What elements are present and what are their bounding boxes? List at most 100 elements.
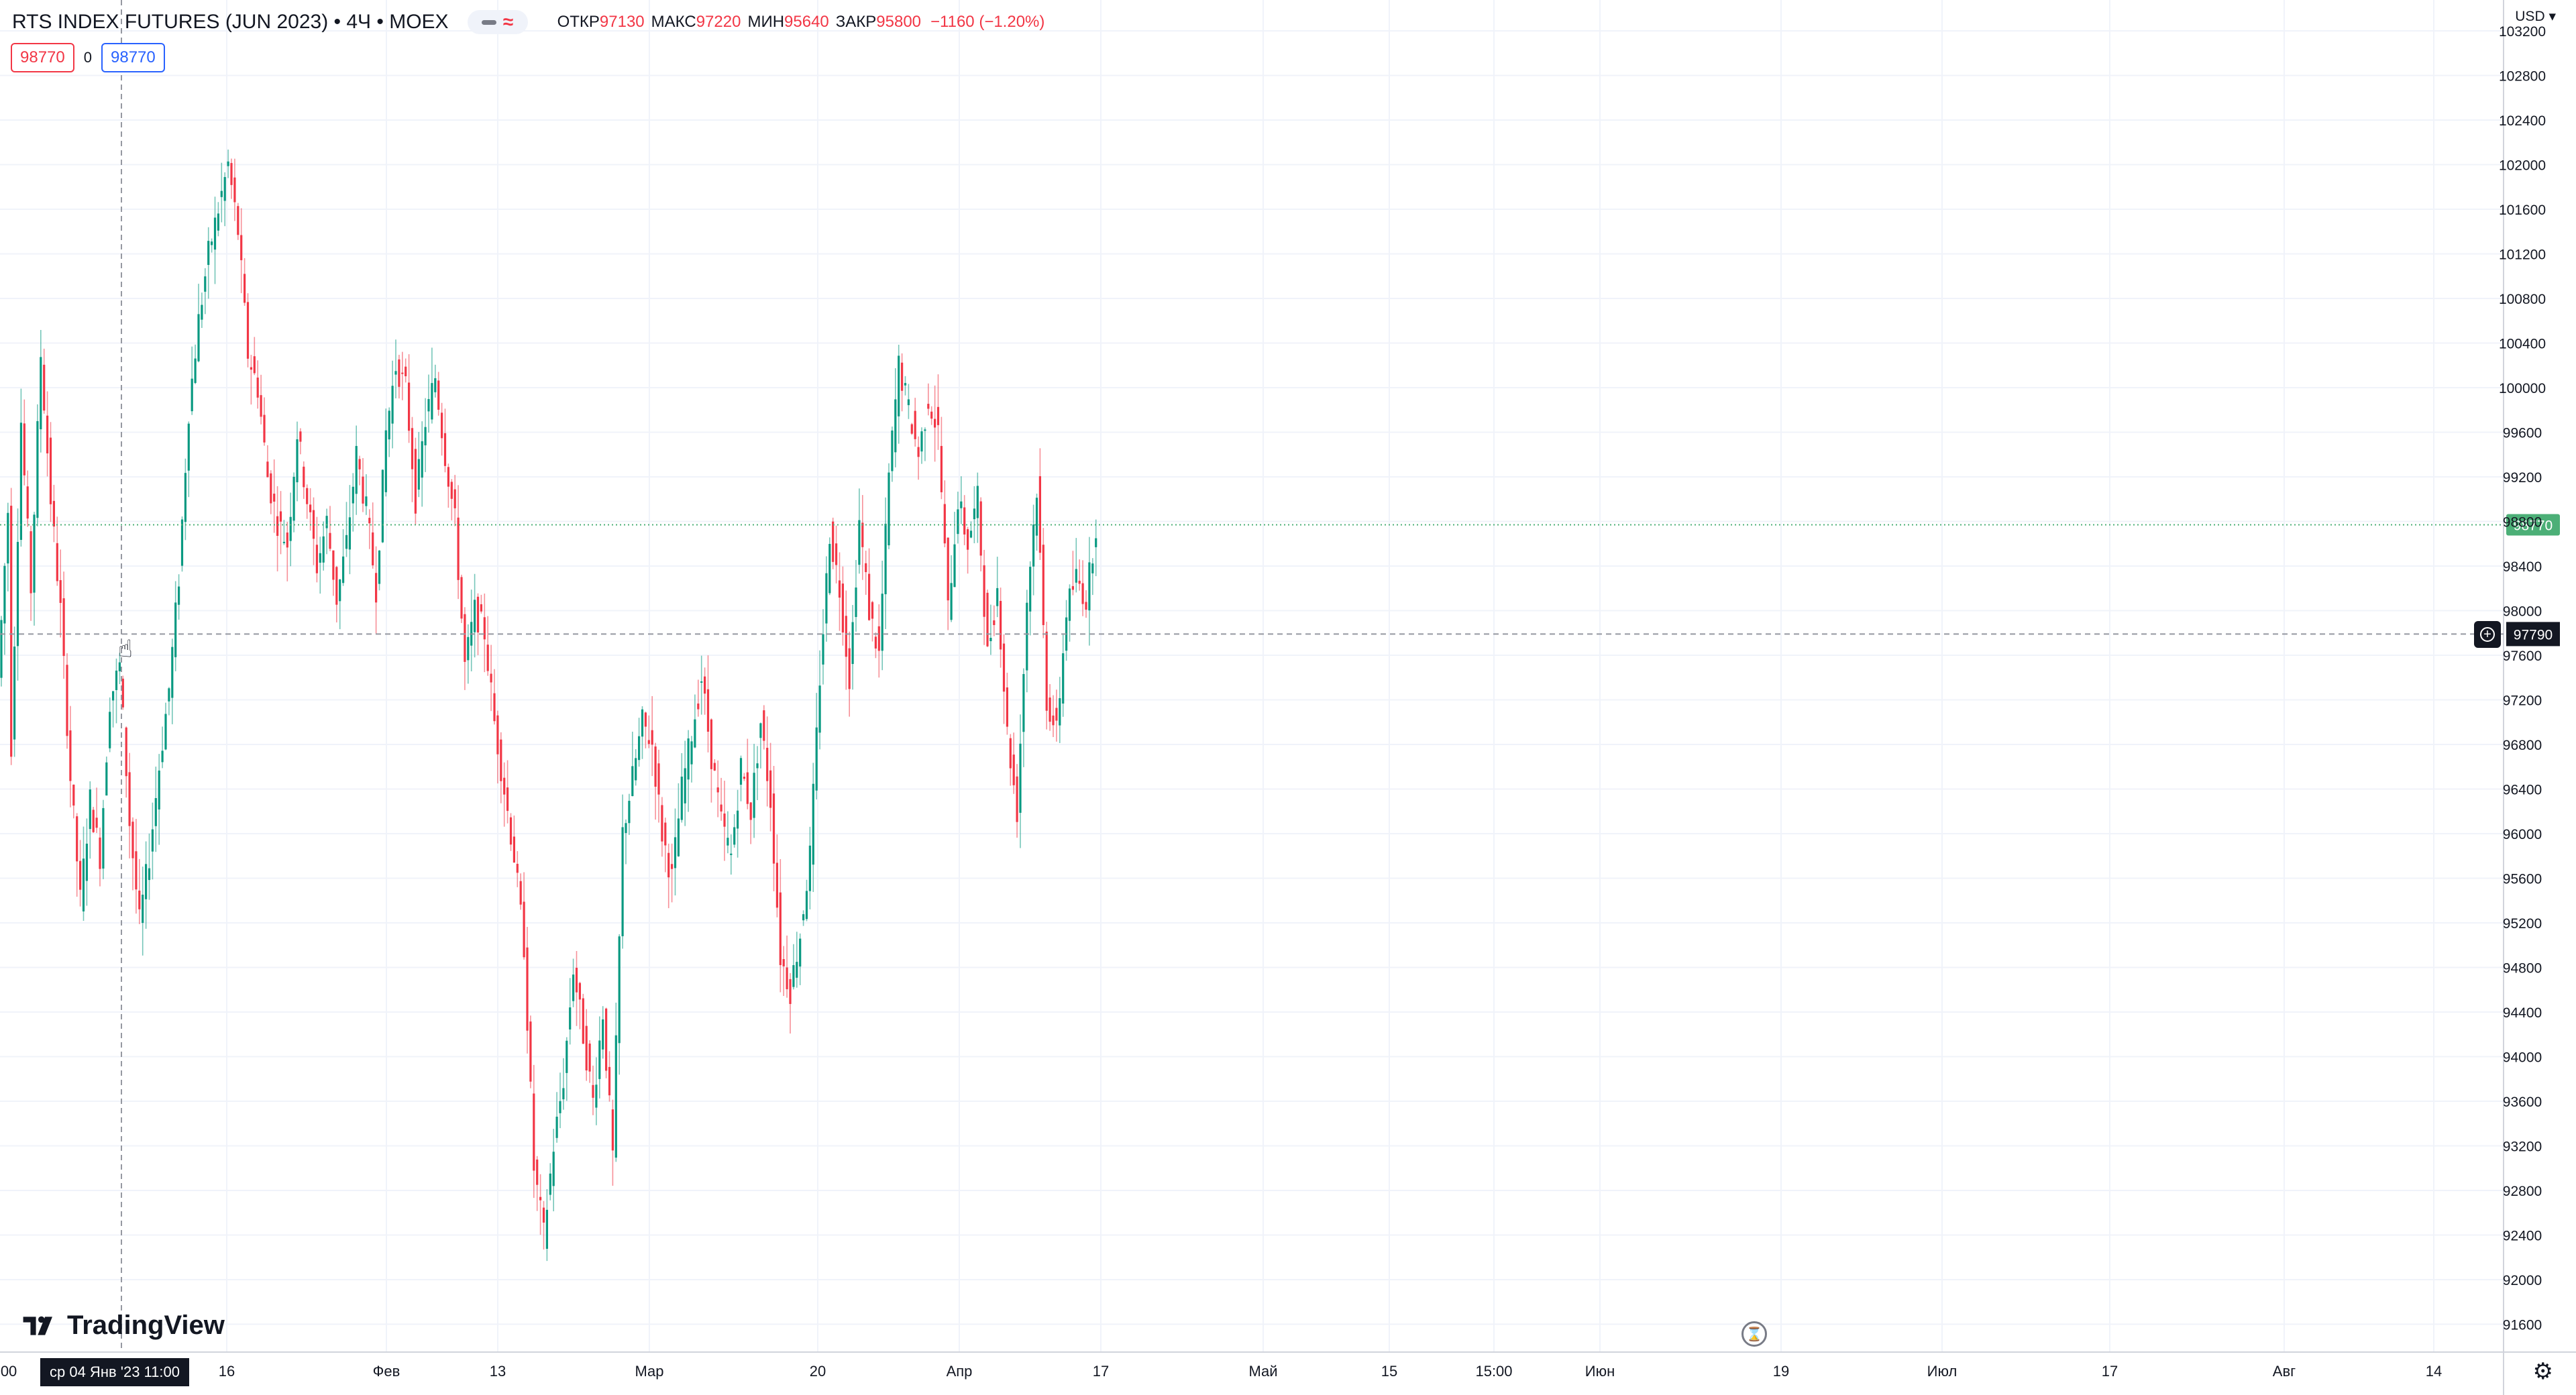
- candle-body: [1081, 583, 1084, 604]
- price-tick-label: 96000: [2503, 827, 2542, 842]
- candle: [687, 730, 690, 812]
- candle-body: [204, 276, 207, 292]
- candle: [858, 488, 861, 574]
- sell-button[interactable]: 98770: [11, 43, 74, 72]
- currency-selector[interactable]: USD ▾: [2515, 8, 2556, 25]
- candle: [414, 437, 417, 525]
- candle-body: [79, 860, 82, 890]
- candle: [1071, 551, 1074, 596]
- tradingview-logo[interactable]: TradingView: [17, 1310, 225, 1341]
- candle: [716, 760, 719, 818]
- candle-body: [191, 378, 193, 412]
- candle: [704, 667, 706, 715]
- candle: [411, 416, 414, 502]
- candle: [727, 811, 729, 854]
- candle-body: [13, 647, 16, 740]
- symbol-title[interactable]: RTS INDEX FUTURES (JUN 2023) • 4Ч • MOEX: [12, 11, 449, 33]
- candle-body: [1055, 708, 1058, 721]
- candle-body: [52, 500, 55, 527]
- candle-body: [884, 523, 887, 595]
- candle-body: [368, 518, 371, 524]
- wave-icon: ≈: [502, 11, 514, 32]
- candle: [270, 470, 272, 514]
- candle: [30, 525, 32, 621]
- candle: [40, 329, 42, 453]
- candle-body: [220, 190, 223, 197]
- candle: [920, 427, 923, 464]
- candle-body: [503, 777, 506, 795]
- candle: [1006, 673, 1008, 735]
- high-label: МАКС: [651, 13, 696, 31]
- candle-body: [805, 891, 808, 919]
- candle-body: [818, 685, 821, 733]
- candle-body: [223, 176, 226, 201]
- time-tick-label: 17: [2102, 1363, 2118, 1380]
- candle: [628, 793, 631, 835]
- candle: [605, 1007, 608, 1078]
- candle: [936, 374, 940, 450]
- candle-body: [460, 577, 463, 619]
- candle: [953, 512, 956, 588]
- candle: [841, 566, 844, 646]
- candle-body: [59, 580, 62, 603]
- candle-body: [401, 372, 404, 374]
- candle: [480, 594, 482, 614]
- candle: [529, 1015, 532, 1089]
- candle: [36, 404, 39, 526]
- candle: [575, 950, 578, 1026]
- candle-body: [575, 967, 578, 993]
- candle: [213, 197, 217, 284]
- gear-icon[interactable]: ⚙: [2532, 1359, 2553, 1384]
- candle: [13, 626, 16, 757]
- add-alert-button[interactable]: +: [2474, 621, 2501, 648]
- candle: [1049, 684, 1051, 731]
- candle-body: [536, 1159, 539, 1185]
- candle: [588, 1040, 591, 1083]
- candle: [46, 391, 49, 477]
- candle-body: [424, 427, 427, 446]
- candle: [217, 202, 219, 237]
- candle: [424, 398, 427, 472]
- low-label: МИН: [747, 13, 785, 31]
- candle-body: [476, 596, 480, 632]
- candle-body: [1088, 562, 1091, 611]
- candle: [1022, 668, 1025, 767]
- candle-body: [135, 851, 138, 890]
- candle: [66, 653, 68, 749]
- candle: [450, 479, 453, 520]
- candle: [569, 978, 572, 1045]
- price-tick-label: 93200: [2503, 1139, 2542, 1155]
- price-tick-label: 99200: [2503, 470, 2542, 486]
- candle-body: [414, 449, 417, 514]
- candle-body: [62, 598, 65, 657]
- candle-body: [112, 691, 115, 701]
- candle: [782, 946, 785, 997]
- candle: [1045, 622, 1048, 730]
- candle-body: [920, 431, 923, 452]
- candle: [766, 716, 769, 807]
- candle-body: [148, 868, 151, 881]
- candle: [148, 833, 151, 900]
- candle: [917, 436, 920, 480]
- candle: [526, 926, 529, 1054]
- candle-body: [789, 979, 792, 1004]
- candle: [743, 773, 745, 781]
- candle: [720, 777, 722, 821]
- candle: [282, 520, 285, 545]
- hourglass-icon[interactable]: ⌛: [1741, 1321, 1767, 1347]
- candle: [289, 492, 292, 567]
- candle-body: [437, 380, 440, 410]
- candle: [957, 492, 959, 544]
- candle-body: [749, 802, 752, 820]
- candle: [825, 556, 828, 642]
- buy-button[interactable]: 98770: [101, 43, 165, 72]
- candle: [174, 581, 177, 671]
- legend-toggle-button[interactable]: ≈: [467, 10, 528, 34]
- candle-body: [894, 399, 897, 453]
- candle: [779, 858, 782, 993]
- candle: [828, 537, 831, 596]
- candle-body: [145, 864, 148, 899]
- candle: [1078, 559, 1081, 591]
- candle: [1081, 560, 1084, 616]
